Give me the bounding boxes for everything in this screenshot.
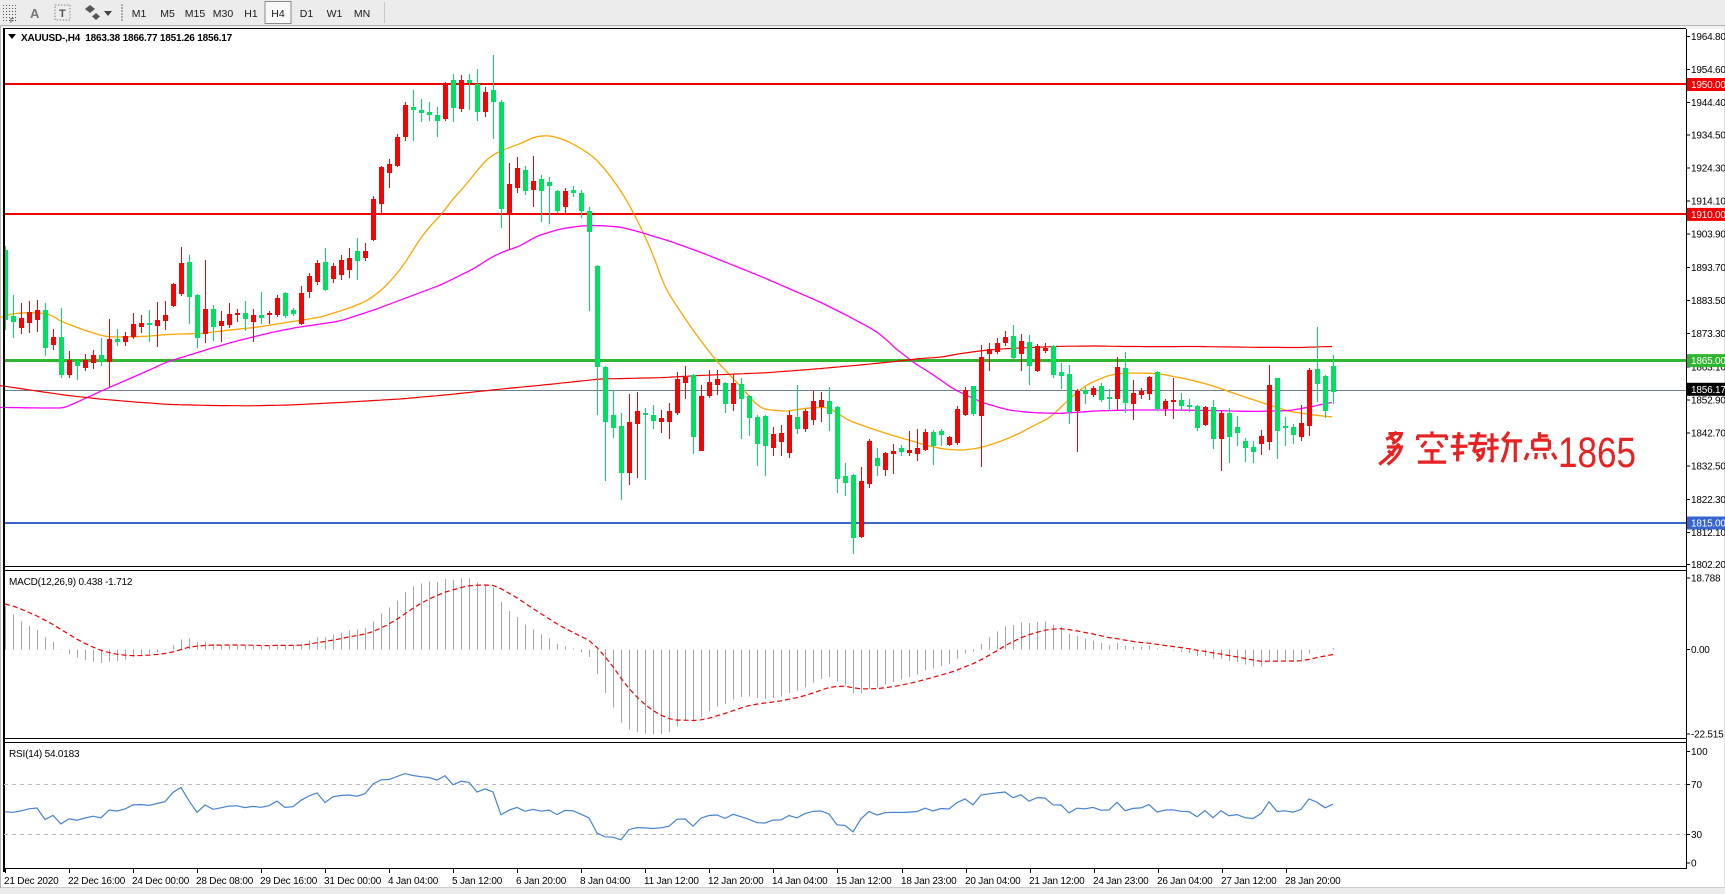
svg-text:-22.515: -22.515 <box>1691 730 1724 741</box>
svg-text:1914.10: 1914.10 <box>1691 197 1725 208</box>
svg-text:6 Jan 20:00: 6 Jan 20:00 <box>516 876 567 887</box>
svg-text:1852.90: 1852.90 <box>1691 395 1725 406</box>
svg-text:1815.00: 1815.00 <box>1691 519 1725 530</box>
svg-text:0.00: 0.00 <box>1691 645 1710 656</box>
svg-text:1802.20: 1802.20 <box>1691 560 1725 571</box>
svg-text:M30: M30 <box>213 8 234 20</box>
svg-text:MACD(12,26,9) 0.438 -1.712: MACD(12,26,9) 0.438 -1.712 <box>9 577 133 588</box>
svg-text:1910.00: 1910.00 <box>1691 210 1725 221</box>
svg-text:21 Dec 2020: 21 Dec 2020 <box>4 876 59 887</box>
svg-text:12 Jan 20:00: 12 Jan 20:00 <box>708 876 764 887</box>
svg-text:27 Jan 12:00: 27 Jan 12:00 <box>1221 876 1277 887</box>
svg-text:D1: D1 <box>300 8 314 20</box>
svg-text:20 Jan 04:00: 20 Jan 04:00 <box>965 876 1021 887</box>
svg-text:1893.70: 1893.70 <box>1691 263 1725 274</box>
svg-text:1812.10: 1812.10 <box>1691 528 1725 539</box>
svg-text:22 Dec 16:00: 22 Dec 16:00 <box>68 876 126 887</box>
svg-text:W1: W1 <box>327 8 343 20</box>
svg-text:M15: M15 <box>185 8 206 20</box>
svg-text:F: F <box>10 18 14 25</box>
svg-text:31 Dec 00:00: 31 Dec 00:00 <box>324 876 382 887</box>
svg-text:11 Jan 12:00: 11 Jan 12:00 <box>644 876 699 887</box>
svg-text:4 Jan 04:00: 4 Jan 04:00 <box>388 876 439 887</box>
svg-text:H1: H1 <box>244 8 258 20</box>
svg-text:1934.50: 1934.50 <box>1691 130 1725 141</box>
svg-text:5 Jan 12:00: 5 Jan 12:00 <box>452 876 503 887</box>
svg-text:1822.30: 1822.30 <box>1691 495 1725 506</box>
svg-text:1865: 1865 <box>1558 429 1636 477</box>
svg-text:28 Dec 08:00: 28 Dec 08:00 <box>196 876 254 887</box>
svg-text:1883.50: 1883.50 <box>1691 296 1725 307</box>
svg-text:H4: H4 <box>271 8 285 20</box>
svg-text:26 Jan 04:00: 26 Jan 04:00 <box>1157 876 1213 887</box>
svg-text:1944.40: 1944.40 <box>1691 98 1725 109</box>
svg-text:M5: M5 <box>160 8 175 20</box>
svg-text:1856.17: 1856.17 <box>1691 385 1725 396</box>
svg-text:24 Dec 00:00: 24 Dec 00:00 <box>132 876 190 887</box>
svg-text:XAUUSD-,H4 1863.38 1866.77 18: XAUUSD-,H4 1863.38 1866.77 1851.26 1856.… <box>21 33 233 44</box>
svg-text:1964.80: 1964.80 <box>1691 32 1725 43</box>
svg-text:1842.70: 1842.70 <box>1691 429 1725 440</box>
svg-text:100: 100 <box>1691 747 1708 758</box>
svg-text:29 Dec 16:00: 29 Dec 16:00 <box>260 876 318 887</box>
svg-text:0: 0 <box>1691 859 1697 870</box>
svg-text:30: 30 <box>1691 830 1703 841</box>
svg-text:1865.00: 1865.00 <box>1691 356 1725 367</box>
svg-text:70: 70 <box>1691 780 1703 791</box>
svg-text:A: A <box>30 6 40 21</box>
svg-text:18.788: 18.788 <box>1691 574 1721 585</box>
svg-text:18 Jan 23:00: 18 Jan 23:00 <box>901 876 957 887</box>
svg-text:RSI(14) 54.0183: RSI(14) 54.0183 <box>9 749 80 760</box>
svg-text:1832.50: 1832.50 <box>1691 462 1725 473</box>
svg-text:24 Jan 23:00: 24 Jan 23:00 <box>1093 876 1149 887</box>
svg-text:15 Jan 12:00: 15 Jan 12:00 <box>836 876 892 887</box>
svg-text:8 Jan 04:00: 8 Jan 04:00 <box>580 876 631 887</box>
svg-text:1863.10: 1863.10 <box>1691 362 1725 373</box>
svg-text:28 Jan 20:00: 28 Jan 20:00 <box>1285 876 1341 887</box>
svg-text:T: T <box>59 8 66 20</box>
svg-text:14 Jan 04:00: 14 Jan 04:00 <box>772 876 828 887</box>
svg-text:1873.30: 1873.30 <box>1691 329 1725 340</box>
svg-text:M1: M1 <box>132 8 147 20</box>
svg-text:1954.60: 1954.60 <box>1691 65 1725 76</box>
svg-text:1903.90: 1903.90 <box>1691 230 1725 241</box>
svg-text:MN: MN <box>354 8 370 20</box>
svg-text:1924.30: 1924.30 <box>1691 164 1725 175</box>
svg-text:21 Jan 12:00: 21 Jan 12:00 <box>1029 876 1085 887</box>
svg-text:1950.00: 1950.00 <box>1691 80 1725 91</box>
